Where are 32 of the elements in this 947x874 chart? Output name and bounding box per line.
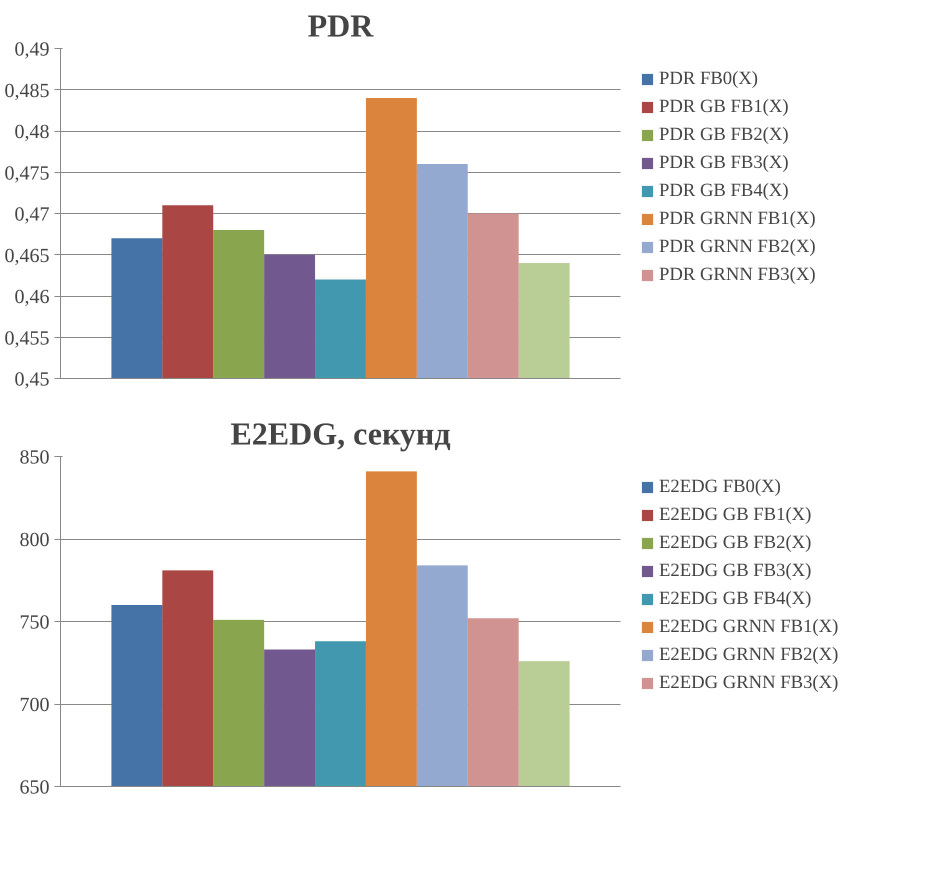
y-tick-label: 0,49 <box>14 38 50 60</box>
y-tick-label: 0,46 <box>14 286 50 308</box>
y-tick-label: 0,465 <box>4 244 50 267</box>
legend-label: PDR GB FB4(X) <box>659 180 789 202</box>
legend-label: E2EDG GB FB1(X) <box>659 504 812 526</box>
y-tick-label: 700 <box>20 694 50 716</box>
y-tick-label: 850 <box>20 446 50 468</box>
legend-label: E2EDG GRNN FB2(X) <box>659 644 838 666</box>
y-tick-label: 650 <box>20 776 50 798</box>
legend-label: PDR GB FB3(X) <box>659 152 789 174</box>
y-tick-label: 800 <box>20 529 50 551</box>
y-tick-label: 0,475 <box>4 162 50 184</box>
chart-title: E2EDG, секунд <box>230 416 451 452</box>
legend-label: PDR FB0(X) <box>659 68 758 90</box>
y-tick-label: 0,47 <box>14 204 50 226</box>
legend-label: E2EDG GB FB4(X) <box>659 588 812 610</box>
y-tick-label: 0,45 <box>14 368 50 390</box>
legend-label: E2EDG GB FB3(X) <box>659 560 812 582</box>
y-tick-label: 0,48 <box>14 121 50 143</box>
y-tick-label: 0,485 <box>4 80 50 102</box>
legend-label: PDR GRNN FB2(X) <box>659 236 816 258</box>
legend-label: E2EDG GB FB2(X) <box>659 532 812 554</box>
legend-label: E2EDG FB0(X) <box>659 476 781 498</box>
y-tick-label: 750 <box>20 612 50 634</box>
y-tick-label: 0,455 <box>4 327 50 350</box>
legend-label: PDR GB FB2(X) <box>659 124 789 146</box>
legend-label: E2EDG GRNN FB1(X) <box>659 616 838 638</box>
legend-label: PDR GRNN FB3(X) <box>659 264 816 286</box>
legend-label: PDR GB FB1(X) <box>659 96 789 118</box>
legend-label: PDR GRNN FB1(X) <box>659 208 816 230</box>
legend-label: E2EDG GRNN FB3(X) <box>659 672 838 694</box>
chart-title: PDR <box>308 8 374 44</box>
